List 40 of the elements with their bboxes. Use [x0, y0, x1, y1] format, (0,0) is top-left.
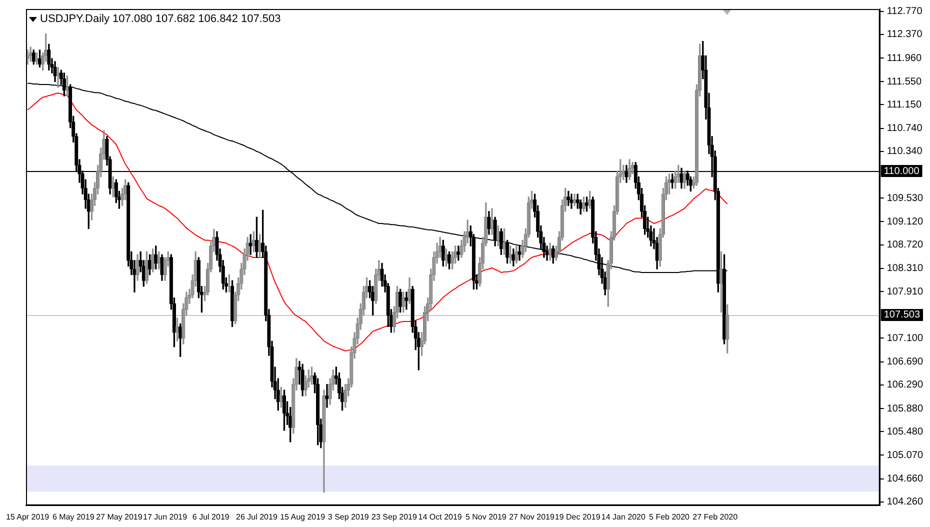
- y-tick-label: 111.150: [886, 99, 922, 110]
- y-tick-label: 105.880: [886, 403, 924, 414]
- y-tick-label: 111.960: [886, 52, 922, 64]
- x-tick-label: 6 May 2019: [52, 512, 95, 522]
- y-tick-label: 108.310: [886, 263, 924, 274]
- x-tick-label: 5 Feb 2020: [649, 512, 690, 522]
- x-tick-label: 27 Feb 2020: [692, 512, 738, 522]
- x-tick-label: 27 Nov 2019: [509, 512, 555, 522]
- x-tick-label: 5 Nov 2019: [465, 512, 507, 522]
- ref-line-label: 107.503: [884, 310, 920, 321]
- y-tick-label: 107.100: [886, 332, 924, 344]
- ref-line-label: 110.000: [884, 166, 920, 177]
- y-tick-label: 112.370: [886, 29, 923, 40]
- x-tick-label: 19 Dec 2019: [554, 512, 601, 522]
- x-tick-label: 26 Jul 2019: [236, 512, 278, 522]
- x-tick-label: 14 Oct 2019: [418, 512, 462, 522]
- y-tick-label: 104.660: [886, 474, 924, 485]
- y-tick-label: 108.720: [886, 240, 924, 251]
- chart-title: USDJPY.Daily 107.080 107.682 106.842 107.503: [40, 13, 281, 26]
- candlestick: [228, 274, 230, 292]
- y-tick-label: 105.070: [886, 450, 924, 461]
- x-tick-label: 15 Apr 2019: [6, 512, 50, 522]
- y-tick-label: 110.740: [886, 123, 923, 134]
- x-tick-label: 15 Aug 2019: [280, 512, 326, 522]
- x-tick-label: 17 Jun 2019: [143, 512, 188, 522]
- x-tick-label: 27 May 2019: [96, 512, 143, 522]
- y-tick-label: 109.120: [886, 216, 924, 228]
- x-tick-label: 6 Jul 2019: [192, 512, 230, 522]
- y-tick-label: 111.550: [886, 76, 922, 88]
- x-tick-label: 14 Jan 2020: [601, 512, 646, 522]
- y-tick-label: 104.260: [886, 496, 924, 508]
- y-tick-label: 109.530: [886, 192, 924, 204]
- x-tick-label: 3 Sep 2019: [328, 512, 370, 522]
- y-tick-label: 105.480: [886, 426, 924, 438]
- y-tick-label: 106.290: [886, 380, 924, 391]
- y-tick-label: 110.340: [886, 146, 923, 158]
- y-tick-label: 106.690: [886, 356, 924, 368]
- y-tick-label: 112.770: [886, 6, 923, 18]
- x-tick-label: 23 Sep 2019: [372, 512, 418, 522]
- y-tick-label: 107.910: [886, 286, 924, 298]
